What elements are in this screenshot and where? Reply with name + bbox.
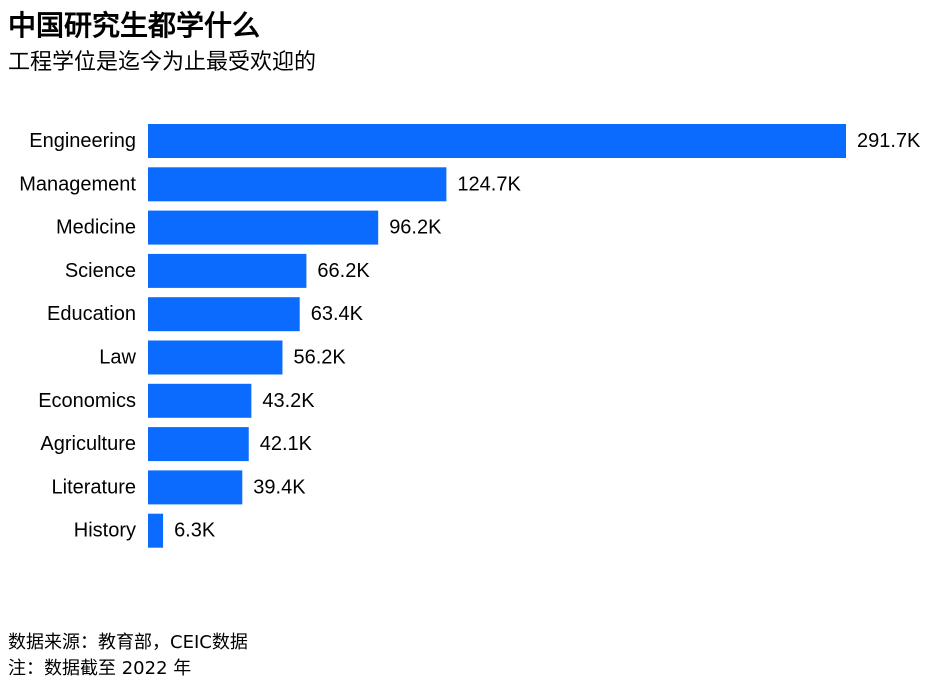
bar-chart: Engineering 291.7K Management 124.7K Medicin… xyxy=(19,124,921,548)
category-label-science: Science xyxy=(65,260,136,282)
category-label-engineering: Engineering xyxy=(29,130,136,152)
bar-management xyxy=(148,167,447,202)
value-label-science: 66.2K xyxy=(317,260,370,282)
value-label-law: 56.2K xyxy=(293,347,346,369)
value-label-history: 6.3K xyxy=(174,520,216,542)
data-note: 注：数据截至 2022 年 xyxy=(8,658,192,679)
bars-layer: Engineering 291.7K Management 124.7K Medicin… xyxy=(19,124,921,548)
category-label-medicine: Medicine xyxy=(56,217,136,239)
chart-subtitle: 工程学位是迄今为止最受欢迎的 xyxy=(8,50,317,75)
chart-title: 中国研究生都学什么 xyxy=(8,9,261,42)
category-label-education: Education xyxy=(47,303,136,325)
source-note: 数据来源：教育部，CEIC数据 xyxy=(8,632,248,653)
bar-medicine xyxy=(148,210,379,245)
value-label-engineering: 291.7K xyxy=(857,130,921,152)
bar-history xyxy=(148,513,164,548)
category-label-history: History xyxy=(74,520,136,542)
category-label-literature: Literature xyxy=(52,476,137,498)
category-label-law: Law xyxy=(99,347,136,369)
value-label-education: 63.4K xyxy=(311,303,364,325)
category-label-economics: Economics xyxy=(38,390,136,412)
value-label-management: 124.7K xyxy=(457,173,521,195)
category-label-management: Management xyxy=(19,173,136,195)
value-label-agriculture: 42.1K xyxy=(260,433,313,455)
bar-education xyxy=(148,297,300,332)
bar-agriculture xyxy=(148,427,249,462)
bar-economics xyxy=(148,383,252,418)
bar-literature xyxy=(148,470,243,505)
category-label-agriculture: Agriculture xyxy=(40,433,136,455)
bar-law xyxy=(148,340,283,375)
value-label-literature: 39.4K xyxy=(253,476,306,498)
value-label-medicine: 96.2K xyxy=(389,217,442,239)
bar-science xyxy=(148,253,307,288)
bar-engineering xyxy=(148,124,846,158)
value-label-economics: 43.2K xyxy=(262,390,315,412)
